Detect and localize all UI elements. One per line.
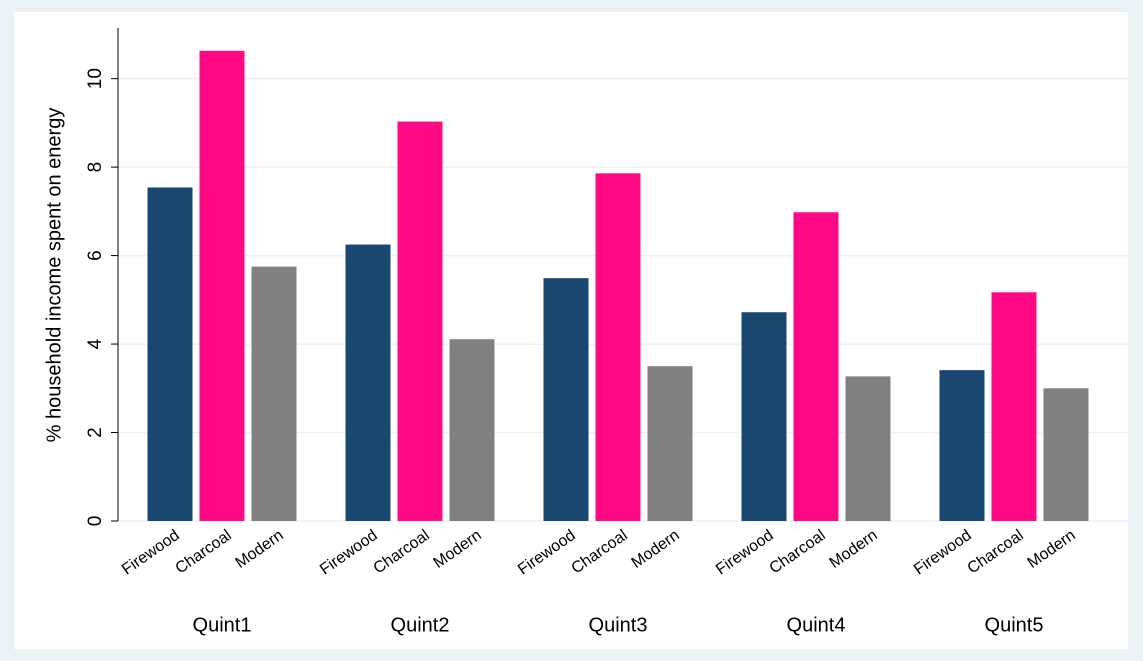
y-tick-label: 0 [85, 516, 106, 527]
x-group-label: Quint3 [589, 614, 648, 636]
bar [449, 339, 495, 521]
bar [991, 292, 1037, 521]
x-group-label: Quint2 [391, 614, 450, 636]
bar [647, 366, 693, 521]
bar [397, 121, 443, 521]
y-tick-label: 6 [85, 250, 106, 261]
y-tick-label: 2 [85, 427, 106, 438]
x-group-label: Quint5 [985, 614, 1044, 636]
bar [939, 370, 985, 521]
y-tick-label: 10 [85, 68, 106, 89]
y-axis-title: % household income spent on energy [43, 108, 65, 443]
bar [1043, 388, 1089, 521]
bar [595, 173, 641, 522]
x-group-label: Quint1 [193, 614, 252, 636]
bar [147, 187, 193, 521]
bar [345, 244, 391, 521]
bar [251, 266, 297, 521]
bar [199, 50, 245, 521]
bar [543, 278, 589, 521]
bar [741, 312, 787, 521]
y-tick-label: 8 [85, 162, 106, 173]
bar [793, 212, 839, 521]
x-group-label: Quint4 [787, 614, 846, 636]
bar [845, 376, 891, 521]
y-tick-label: 4 [85, 338, 106, 349]
